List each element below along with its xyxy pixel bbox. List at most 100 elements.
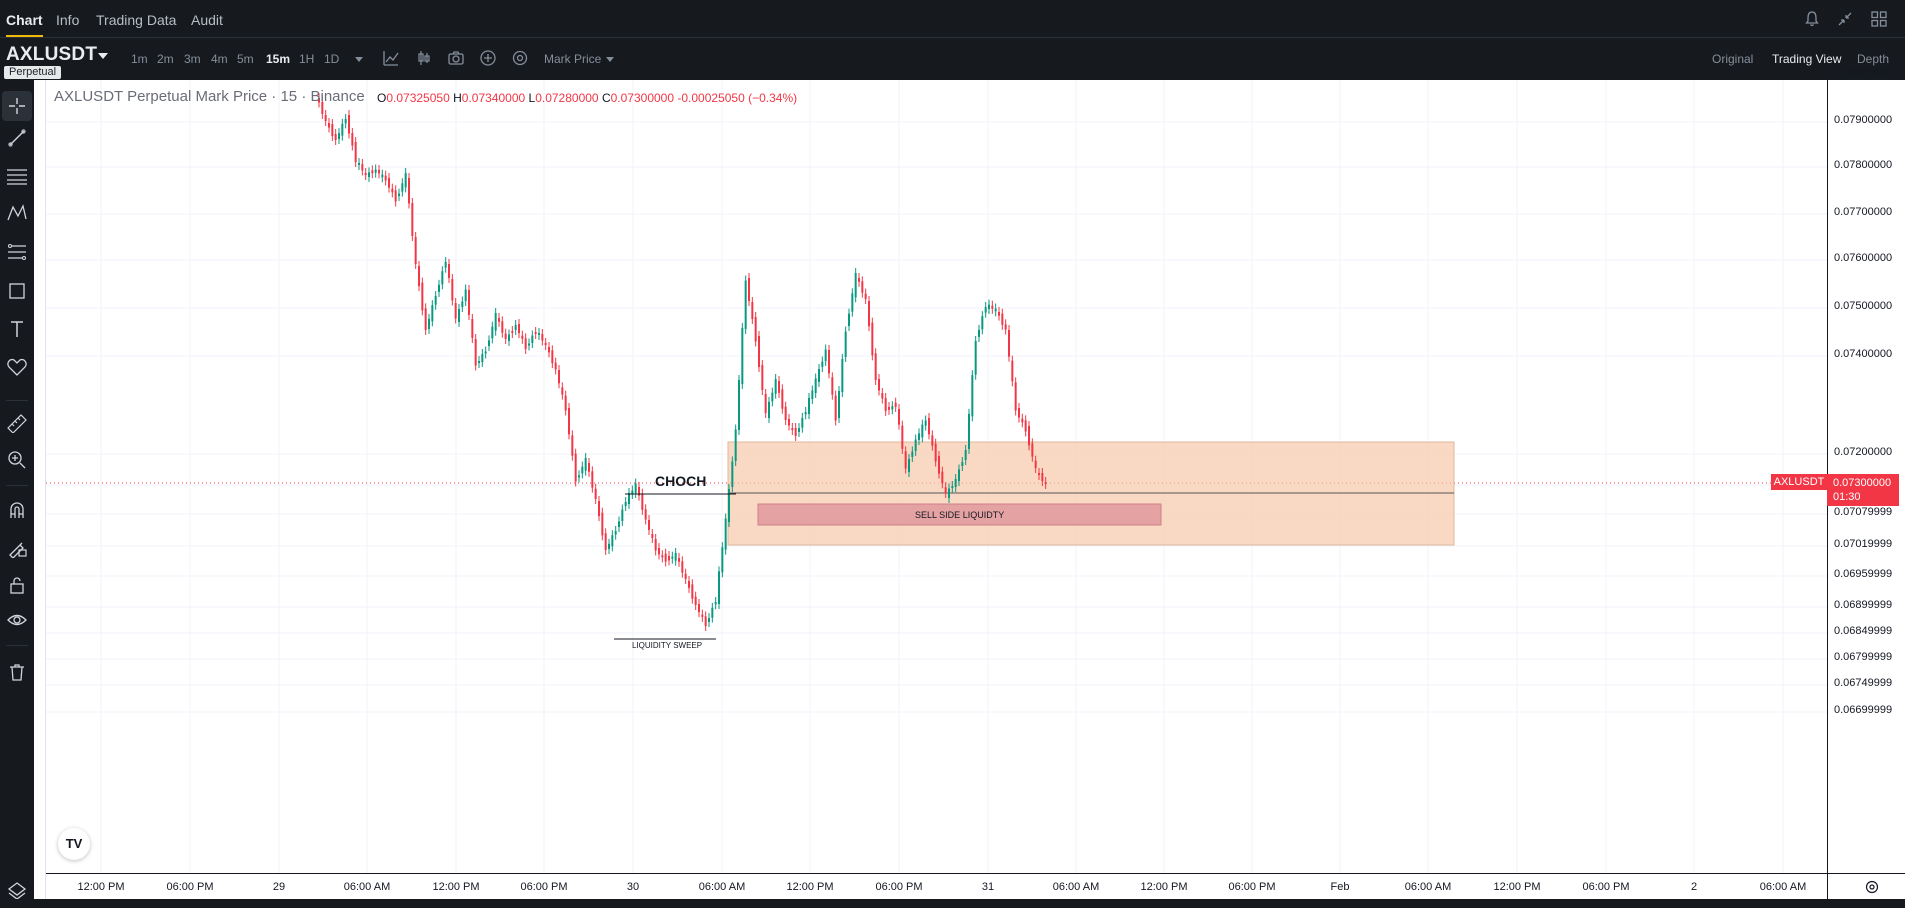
time-scale[interactable]: 12:00 PM 06:00 PM 29 06:00 AM 12:00 PM 06:00 … [46, 873, 1827, 899]
trash-icon[interactable] [2, 657, 32, 687]
trend-line-icon[interactable] [2, 123, 32, 153]
interval-4m[interactable]: 4m [211, 52, 228, 66]
interval-1h[interactable]: 1H [299, 52, 315, 66]
candle-body [591, 471, 594, 488]
view-trading-view[interactable]: Trading View [1772, 52, 1842, 66]
candle-body [568, 408, 570, 435]
candle-body [338, 133, 340, 139]
candle-body [691, 584, 694, 599]
chart-toolbar: AXLUSDT Perpetual 1m 2m 3m 4m 5m 15m 1H … [0, 38, 1905, 80]
candle-body [661, 555, 664, 558]
countdown-value: 01:30 [1833, 491, 1861, 503]
bell-icon[interactable] [1803, 10, 1821, 28]
time-label: 06:00 PM [166, 881, 214, 893]
candle-body [518, 324, 520, 334]
candle-body [928, 418, 930, 435]
tab-audit[interactable]: Audit [191, 12, 223, 28]
candle-body [431, 305, 434, 322]
candle-body [698, 604, 700, 613]
interval-1m[interactable]: 1m [131, 52, 148, 66]
candle-body [451, 279, 454, 301]
interval-1d[interactable]: 1D [324, 52, 340, 66]
candle-body [638, 487, 640, 496]
candle-body [788, 419, 790, 426]
candle-type-icon[interactable] [415, 49, 433, 67]
candle-body [448, 264, 450, 278]
candle-body [458, 309, 460, 322]
candle-body [631, 490, 634, 494]
view-original[interactable]: Original [1712, 52, 1754, 66]
tab-trading-data[interactable]: Trading Data [96, 12, 177, 28]
candle-body [361, 164, 364, 171]
candle-body [868, 301, 870, 327]
camera-icon[interactable] [447, 49, 465, 67]
candle-body [921, 424, 924, 438]
pattern-icon[interactable] [2, 198, 32, 228]
interval-3m[interactable]: 3m [184, 52, 201, 66]
rectangle-icon[interactable] [2, 276, 32, 306]
settings-icon[interactable] [511, 49, 529, 67]
candle-body [554, 362, 557, 370]
eye-icon[interactable] [2, 605, 32, 635]
candle-body [984, 307, 987, 313]
candle-body [791, 428, 794, 430]
candle-body [1014, 382, 1017, 411]
candle-body [544, 343, 547, 345]
candle-body [968, 413, 970, 449]
gear-icon[interactable] [1865, 880, 1879, 894]
last-symbol-badge: AXLUSDT [1771, 474, 1827, 490]
horizontal-lines-icon[interactable] [2, 161, 32, 191]
price-type-selector[interactable]: Mark Price [544, 52, 602, 66]
text-icon[interactable] [2, 314, 32, 344]
interval-2m[interactable]: 2m [157, 52, 174, 66]
tab-info[interactable]: Info [56, 12, 80, 28]
lock-drawings-icon[interactable] [2, 533, 32, 563]
chart-pane[interactable]: CHOCH LIQUIDITY SWEEP SELL SIDE LIQUIDTY T… [46, 80, 1827, 873]
candle-body [538, 333, 540, 335]
bottom-bar [0, 899, 1905, 908]
chevron-down-icon[interactable] [606, 57, 614, 62]
view-depth[interactable]: Depth [1857, 52, 1890, 66]
tab-chart[interactable]: Chart [6, 12, 43, 37]
price-label: 0.06849999 [1834, 625, 1893, 637]
price-label: 0.06959999 [1834, 568, 1893, 580]
candle-body [324, 115, 327, 121]
candle-body [898, 409, 900, 425]
ruler-icon[interactable] [2, 408, 32, 438]
interval-15m[interactable]: 15m [266, 52, 291, 66]
heart-icon[interactable] [2, 352, 32, 382]
more-intervals-icon[interactable] [355, 57, 363, 62]
candle-body [1044, 482, 1047, 484]
candle-body [951, 486, 954, 488]
fib-icon[interactable] [2, 237, 32, 267]
candle-body [418, 266, 420, 287]
candle-body [664, 553, 667, 562]
chevron-down-icon[interactable] [98, 53, 108, 59]
candle-body [674, 553, 677, 561]
candle-body [444, 262, 447, 268]
grid-layout-icon[interactable] [1870, 10, 1888, 28]
zoom-in-icon[interactable] [2, 445, 32, 475]
contract-type-badge: Perpetual [4, 66, 62, 79]
indicators-icon[interactable] [382, 49, 400, 67]
candle-body [668, 556, 670, 561]
unlock-icon[interactable] [2, 570, 32, 600]
candle-body [441, 271, 444, 285]
candle-body [804, 412, 807, 415]
candle-body [894, 402, 897, 407]
symbol-selector[interactable]: AXLUSDT [6, 44, 98, 65]
chart-canvas[interactable]: CHOCH LIQUIDITY SWEEP SELL SIDE LIQUIDTY [46, 80, 1827, 873]
collapse-icon[interactable] [1836, 10, 1854, 28]
candle-body [648, 520, 650, 530]
candle-body [404, 173, 407, 188]
high-value: 0.07340000 [461, 91, 526, 105]
tradingview-logo: TV [58, 828, 90, 860]
magnet-icon[interactable] [2, 495, 32, 525]
scale-corner[interactable] [1827, 873, 1905, 899]
candle-body [654, 539, 657, 551]
add-circle-icon[interactable] [479, 49, 497, 67]
candle-body [394, 190, 397, 202]
interval-5m[interactable]: 5m [237, 52, 254, 66]
crosshair-icon[interactable] [2, 91, 32, 121]
price-label: 0.07900000 [1834, 114, 1893, 126]
